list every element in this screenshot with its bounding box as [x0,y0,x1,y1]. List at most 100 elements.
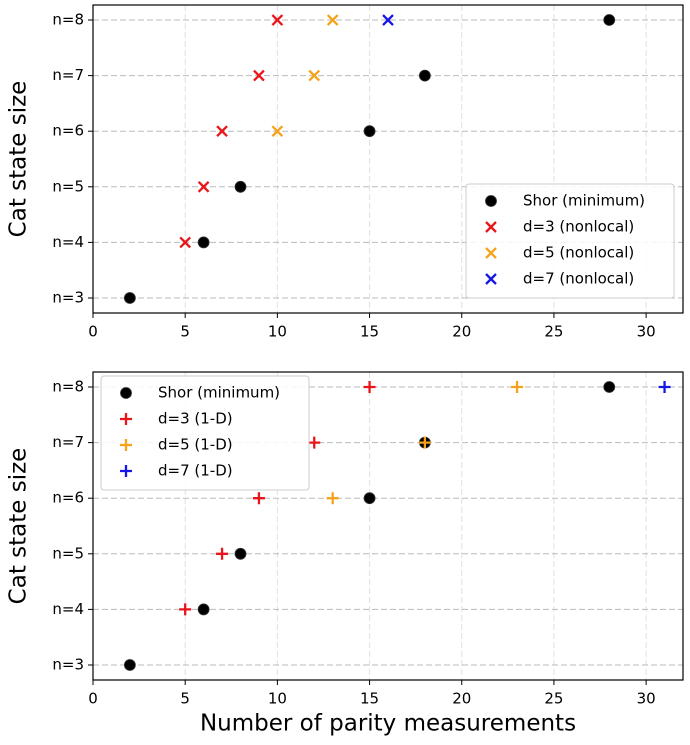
legend-marker [120,387,132,399]
y-tick-label: n=6 [52,122,84,140]
data-point [197,603,210,616]
data-point-stroke [308,69,321,82]
legend-label: Shor (minimum) [523,192,645,210]
data-point [234,547,247,560]
x-tick-label: 25 [544,323,563,341]
data-point [123,292,136,304]
y-tick-label: n=6 [52,489,84,507]
y-tick-label: n=4 [52,233,84,251]
y-tick-label: n=7 [52,66,84,84]
y-tick-label: n=3 [52,655,84,673]
data-point-stroke [271,14,284,26]
data-point [216,125,228,138]
legend-marker-stroke [485,247,497,259]
legend-marker-stroke [120,465,132,477]
data-point-stroke [363,381,376,394]
legend-marker [485,221,497,233]
data-point-stroke [326,14,339,26]
x-axis-label: Number of parity measurements [200,711,576,737]
legend-marker [120,439,132,451]
legend-marker-stroke [120,413,132,425]
data-point [308,69,321,82]
legend-label: d=3 (nonlocal) [523,218,634,236]
data-point [179,603,192,616]
data-point [326,14,339,26]
legend-label: d=3 (1-D) [158,410,233,428]
data-point-stroke [252,492,265,505]
data-point [123,659,136,671]
y-tick-label: n=8 [52,11,84,29]
data-point-stroke [216,125,228,138]
y-tick-label: n=5 [52,177,84,195]
y-tick-label: n=7 [52,433,84,451]
legend-marker-stroke [485,221,497,233]
x-tick-label: 20 [452,690,471,708]
x-tick-label: 10 [268,323,287,341]
legend-marker-stroke [485,273,497,285]
data-point-stroke [658,381,671,394]
legend-label: d=7 (nonlocal) [523,270,634,288]
y-axis-label: Cat state size [6,448,32,605]
data-point [179,236,192,249]
data-point-stroke [179,236,192,249]
legend-label: Shor (minimum) [158,384,280,402]
legend-label: d=7 (1-D) [158,462,233,480]
legend-marker [120,413,132,425]
data-point [382,14,394,26]
legend-label: d=5 (1-D) [158,436,233,454]
x-tick-label: 30 [637,323,656,341]
data-point [216,547,229,560]
data-point-stroke [216,547,229,560]
data-point-stroke [253,69,265,82]
x-tick-label: 10 [268,690,287,708]
data-point-stroke [326,492,339,505]
data-point [603,381,616,393]
x-tick-label: 20 [452,323,471,341]
y-axis-label: Cat state size [6,81,32,238]
x-tick-label: 25 [544,690,563,708]
legend-marker [120,465,132,477]
legend-marker [485,195,497,207]
data-point [253,69,265,82]
y-tick-label: n=3 [52,288,84,306]
legend-marker [485,273,497,285]
data-point [363,381,376,394]
x-tick-label: 30 [637,690,656,708]
data-point-stroke [179,603,192,616]
data-point [658,381,671,394]
x-tick-label: 15 [360,690,379,708]
data-point [418,69,431,82]
data-point [252,492,265,505]
data-point [197,236,210,249]
y-tick-label: n=5 [52,544,84,562]
data-point [363,125,376,138]
data-point [326,492,339,505]
data-point [511,381,524,394]
data-point-stroke [271,125,284,138]
legend-box [100,375,310,491]
data-point-stroke [511,381,524,394]
data-point [308,436,321,449]
data-point-stroke [308,436,321,449]
data-point [271,125,284,138]
x-tick-label: 5 [180,323,190,341]
y-tick-label: n=8 [52,378,84,396]
y-tick-label: n=4 [52,600,84,618]
legend-box [465,183,675,299]
data-point-stroke [382,14,394,26]
x-tick-label: 0 [88,323,98,341]
data-point-stroke [418,436,431,449]
x-tick-label: 5 [180,690,190,708]
data-point [363,492,376,505]
legend-marker-stroke [120,439,132,451]
axes-frame [92,4,684,314]
x-tick-label: 0 [88,690,98,708]
axes-frame [92,371,684,681]
data-point [197,180,210,193]
data-point-stroke [197,180,210,193]
data-point [603,14,616,26]
data-point [234,180,247,193]
x-tick-label: 15 [360,323,379,341]
legend-label: d=5 (nonlocal) [523,244,634,262]
